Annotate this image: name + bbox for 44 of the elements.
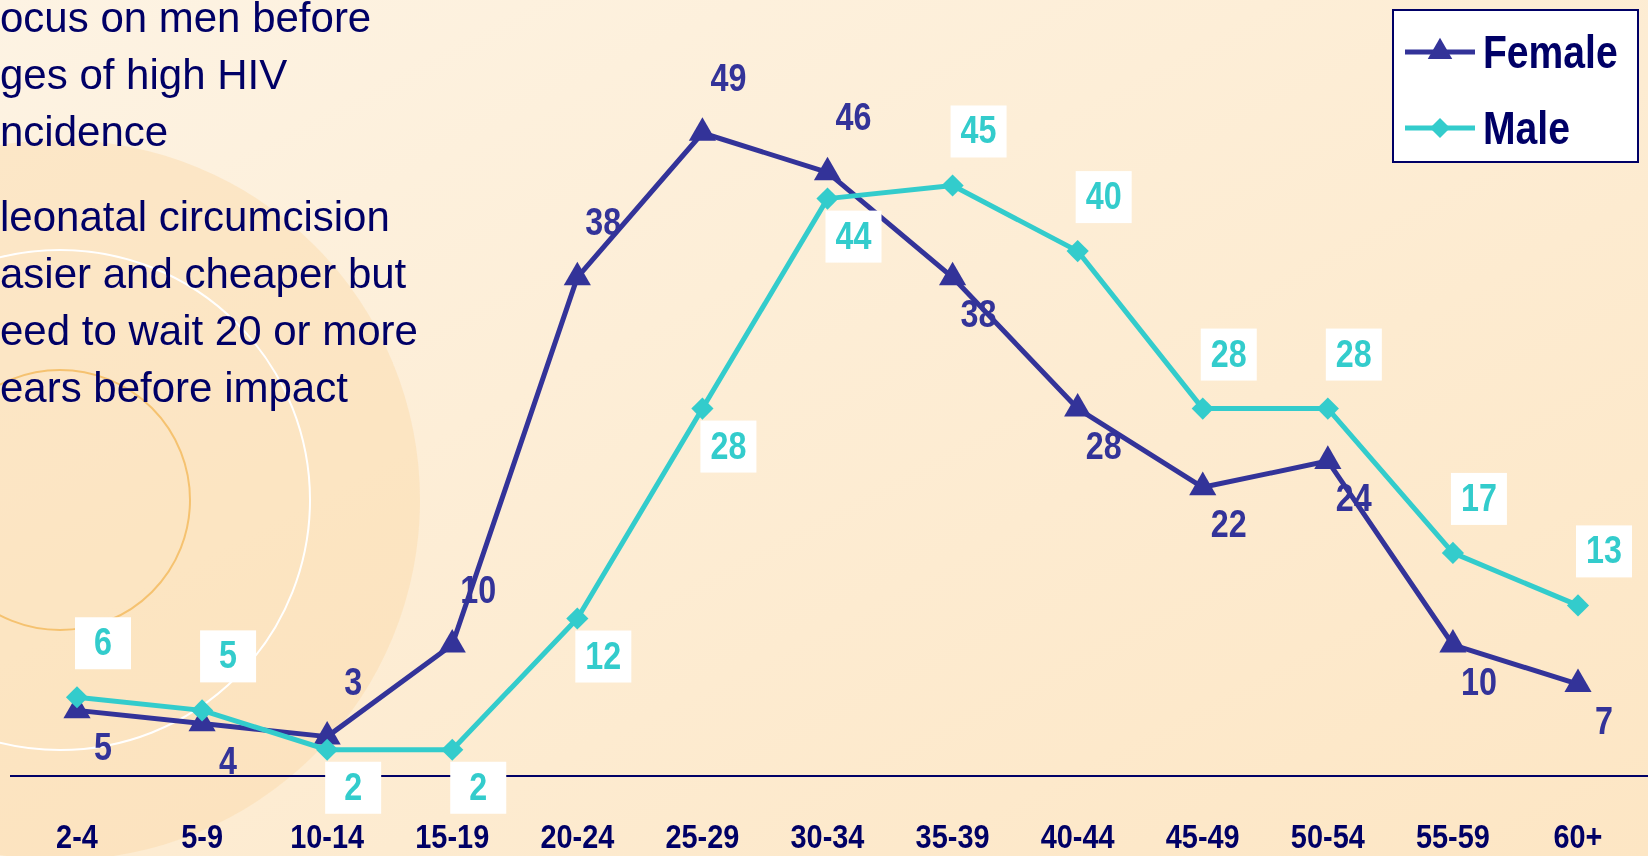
data-label: 22 [1210, 502, 1247, 545]
x-tick-label: 5-9 [181, 816, 223, 856]
data-label: 3 [344, 660, 363, 703]
data-label: 10 [1460, 660, 1497, 703]
x-tick-label: 55-59 [1415, 816, 1490, 856]
annotation: asier and cheaper but [0, 250, 407, 297]
text: ocus on men before [0, 0, 372, 41]
x-tick-label: 60+ [1553, 816, 1603, 856]
x-tick-label: 15-19 [415, 816, 490, 856]
x-tick-label: 10-14 [290, 816, 365, 856]
annotation: ncidence [0, 108, 169, 155]
data-label: 17 [1460, 476, 1497, 519]
data-label: 4 [219, 739, 238, 782]
annotation: eed to wait 20 or more [0, 307, 418, 354]
x-tick-label: 25-29 [665, 816, 740, 856]
legend-label: Female [1483, 25, 1618, 78]
data-label: 49 [710, 56, 747, 99]
data-label: 28 [1085, 424, 1122, 467]
text: ges of high HIV [0, 51, 288, 98]
annotation: leonatal circumcision [0, 193, 390, 240]
data-label: 45 [960, 109, 997, 152]
annotation: ears before impact [0, 364, 349, 411]
data-label: 46 [835, 95, 872, 138]
x-tick-label: 20-24 [540, 816, 615, 856]
x-tick-label: 30-34 [790, 816, 865, 856]
data-label: 28 [1335, 332, 1372, 375]
data-label: 6 [94, 620, 112, 663]
legend-label: Male [1483, 101, 1570, 154]
data-label: 40 [1085, 174, 1122, 217]
data-label: 2 [469, 765, 488, 808]
data-label: 13 [1586, 528, 1622, 571]
data-label: 2 [344, 765, 363, 808]
x-tick-label: 45-49 [1165, 816, 1240, 856]
data-label: 28 [1210, 332, 1247, 375]
data-label: 5 [94, 725, 112, 768]
x-tick-label: 2-4 [56, 816, 99, 856]
data-label: 12 [585, 634, 622, 677]
data-label: 44 [835, 214, 872, 257]
x-tick-label: 35-39 [915, 816, 990, 856]
x-tick-label: 40-44 [1040, 816, 1116, 856]
data-label: 28 [710, 424, 747, 467]
data-label: 7 [1595, 699, 1613, 742]
data-label: 5 [219, 633, 238, 676]
x-tick-label: 50-54 [1290, 816, 1366, 856]
